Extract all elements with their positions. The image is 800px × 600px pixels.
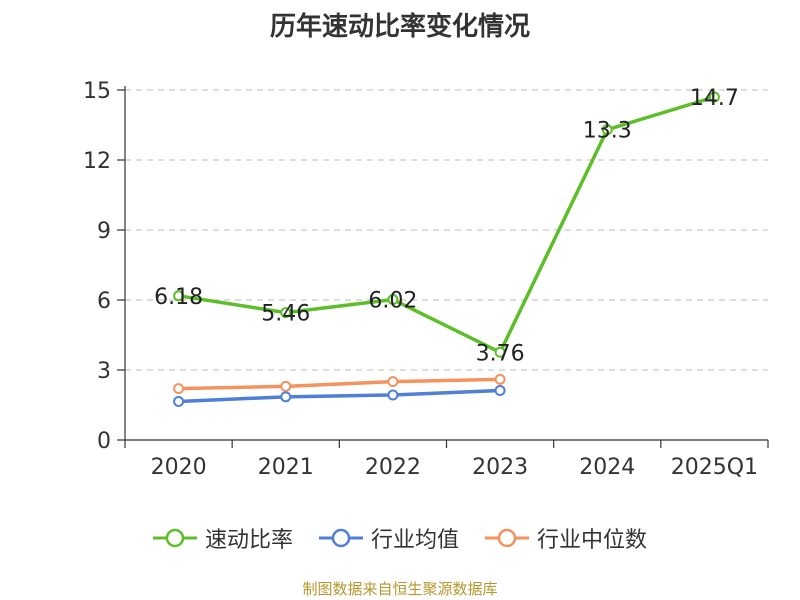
legend: 速动比率 行业均值 行业中位数 [0,520,800,556]
data-label-0-3: 3.76 [476,341,525,366]
data-point-0-1 [280,307,292,319]
data-point-0-0 [173,290,185,302]
series-line-1 [178,388,501,404]
y-tick-label-12: 12 [83,149,111,174]
grid-lines [125,89,768,371]
legend-label-industry-avg: 行业均值 [370,528,459,553]
series-lines [173,91,720,407]
y-tick-label-6: 6 [97,289,111,314]
data-point-2-0 [173,383,185,395]
data-label-0-2: 6.02 [368,289,417,314]
x-tick-label-2020: 2020 [151,455,207,480]
data-label-0-4: 13.3 [583,119,632,144]
legend-swatch-industry-median-icon [485,528,529,548]
legend-label-industry-median: 行业中位数 [537,528,648,553]
y-tick-label-15: 15 [83,79,111,104]
legend-label-quick-ratio: 速动比率 [204,528,293,553]
series-line-2 [178,377,501,391]
x-tick-label-2023: 2023 [472,455,528,480]
data-point-0-3 [494,346,506,358]
data-point-1-2 [387,389,399,401]
y-tick-label-3: 3 [97,359,111,384]
data-label-0-5: 14.7 [690,86,739,111]
data-point-2-2 [387,376,399,388]
source-note: 制图数据来自恒生聚源数据库 [302,580,498,598]
data-point-2-1 [280,380,292,392]
data-labels: 6.18 5.46 6.02 3.76 13.3 14.7 [154,86,739,366]
data-point-1-1 [280,391,292,403]
data-label-0-1: 5.46 [261,302,310,327]
axes: 0 3 6 9 12 15 2020 2021 2022 2023 2024 2025Q1 [83,79,769,480]
chart-title: 历年速动比率变化情况 [269,12,530,42]
legend-swatch-industry-avg-icon [318,528,363,548]
data-point-0-5 [708,91,720,103]
y-tick-label-0: 0 [97,429,111,454]
x-tick-label-2021: 2021 [258,455,314,480]
legend-item-quick-ratio[interactable]: 速动比率 [152,522,293,554]
data-point-2-3 [494,373,506,385]
x-tick-label-2024: 2024 [579,455,635,480]
legend-item-industry-avg[interactable]: 行业均值 [318,522,459,554]
data-point-0-2 [387,294,399,306]
y-tick-label-9: 9 [97,219,111,244]
data-label-0-0: 6.18 [154,285,203,310]
series-line-0 [178,95,715,355]
data-point-0-4 [601,124,613,136]
data-point-1-0 [173,396,185,407]
legend-item-industry-median[interactable]: 行业中位数 [485,522,647,554]
data-point-1-3 [494,385,506,397]
legend-swatch-quick-ratio-icon [152,528,197,548]
x-tick-label-2025Q1: 2025Q1 [671,455,758,480]
x-tick-label-2022: 2022 [365,455,421,480]
